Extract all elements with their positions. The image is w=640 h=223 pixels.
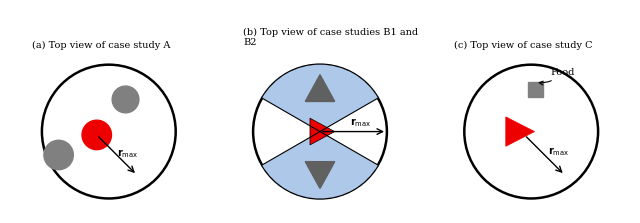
Text: Food: Food <box>539 68 574 85</box>
Text: $\mathbf{r}_{\rm max}$: $\mathbf{r}_{\rm max}$ <box>117 147 138 160</box>
Polygon shape <box>305 162 335 188</box>
Polygon shape <box>506 117 534 146</box>
Circle shape <box>44 140 74 170</box>
Polygon shape <box>310 118 335 145</box>
Circle shape <box>82 120 111 150</box>
Polygon shape <box>305 75 335 101</box>
FancyBboxPatch shape <box>528 82 543 97</box>
Text: $\mathbf{r}_{\rm max}$: $\mathbf{r}_{\rm max}$ <box>548 145 570 158</box>
Circle shape <box>112 86 139 113</box>
Wedge shape <box>262 132 378 198</box>
Text: (a) Top view of case study A: (a) Top view of case study A <box>32 41 170 50</box>
Text: (b) Top view of case studies B1 and
B2: (b) Top view of case studies B1 and B2 <box>243 28 418 47</box>
Text: (c) Top view of case study C: (c) Top view of case study C <box>454 41 593 50</box>
Text: $\mathbf{r}_{\rm max}$: $\mathbf{r}_{\rm max}$ <box>350 116 372 129</box>
Wedge shape <box>262 65 378 132</box>
